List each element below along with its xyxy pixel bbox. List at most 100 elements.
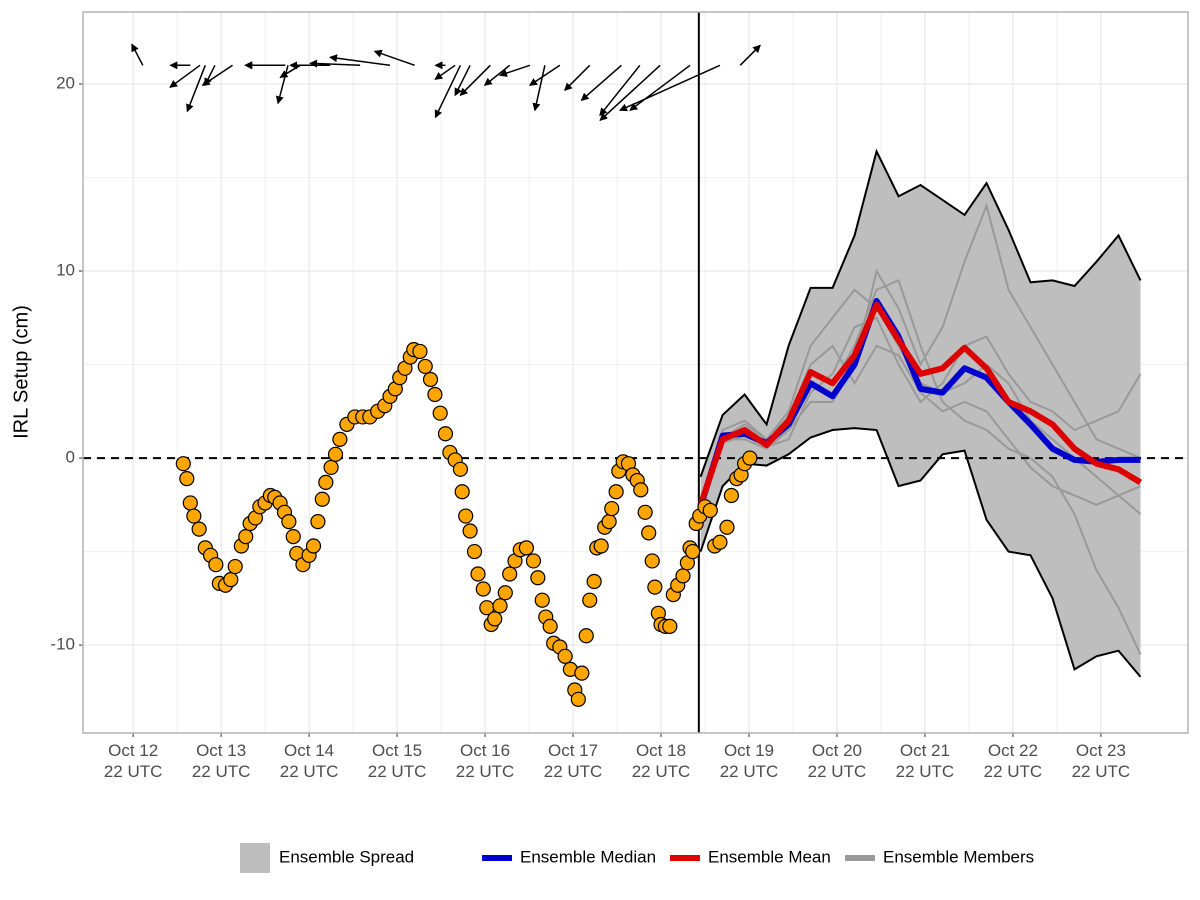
observation (641, 525, 657, 541)
observation (719, 519, 735, 535)
observation (175, 456, 191, 472)
wind-vector (434, 64, 456, 80)
wind-vector (599, 64, 641, 117)
observation (542, 618, 558, 634)
wind-vector (599, 64, 661, 121)
observation (518, 540, 535, 556)
x-tick-label: Oct 20 22 UTC (807, 741, 867, 781)
x-tick-label: Oct 18 22 UTC (631, 741, 691, 781)
observation (238, 529, 254, 545)
observation (310, 514, 326, 530)
x-tick-label: Oct 23 22 UTC (1071, 741, 1131, 781)
observation (179, 471, 195, 487)
observation (675, 568, 691, 584)
observation (285, 529, 301, 545)
observation (470, 566, 486, 582)
observation (191, 521, 207, 537)
observation (422, 371, 439, 388)
wind-vector (459, 64, 491, 97)
observation (723, 487, 739, 504)
observation (487, 611, 503, 627)
wind-vector (329, 54, 391, 67)
observation (586, 573, 602, 590)
ensemble-member (699, 316, 1142, 509)
observation (593, 538, 609, 554)
observation (223, 572, 239, 588)
wind-vector (186, 65, 206, 113)
observation (637, 504, 653, 520)
observation (462, 523, 478, 539)
observation (208, 557, 224, 573)
observation (742, 450, 758, 466)
x-tick-label: Oct 17 22 UTC (543, 741, 603, 781)
wind-vector (619, 64, 721, 112)
observation (608, 484, 624, 500)
x-tick-label: Oct 22 22 UTC (983, 741, 1043, 781)
observation (417, 358, 433, 375)
observation (601, 514, 617, 530)
wind-vector (169, 64, 201, 88)
observation (525, 553, 542, 569)
observation (314, 491, 330, 507)
observation (530, 570, 546, 586)
observation (227, 558, 243, 575)
wind-vector (739, 44, 761, 66)
x-tick-label: Oct 12 22 UTC (103, 741, 163, 781)
observation (437, 426, 454, 442)
y-tick-label: 10 (56, 261, 75, 280)
legend-swatch (240, 843, 270, 873)
observation (685, 543, 701, 560)
observation (412, 343, 428, 360)
y-tick-label: 0 (66, 448, 75, 467)
observation (570, 691, 586, 707)
observation (647, 579, 663, 595)
wind-vector (454, 64, 471, 97)
x-tick-label: Oct 21 22 UTC (895, 741, 955, 781)
observation (578, 628, 594, 644)
observation (305, 538, 322, 554)
ensemble-member (699, 202, 1141, 508)
observation (712, 534, 728, 550)
x-tick-label: Oct 13 22 UTC (191, 741, 251, 781)
observation (452, 461, 469, 477)
observation (633, 482, 649, 498)
wind-vector (564, 64, 591, 92)
observation (458, 508, 474, 524)
observation (497, 585, 513, 601)
observation (454, 484, 470, 500)
observation (502, 566, 518, 582)
legend-label: Ensemble Mean (708, 847, 831, 866)
series-line (697, 301, 1143, 506)
wind-vector (373, 49, 415, 67)
wind-vector (529, 64, 561, 86)
observation (557, 648, 573, 664)
observation (186, 508, 202, 524)
observation (427, 386, 443, 403)
wind-vector (629, 64, 691, 111)
observation (182, 495, 198, 511)
legend-label: Ensemble Spread (279, 847, 414, 866)
wind-vector (483, 64, 511, 86)
y-tick-label: 20 (56, 73, 75, 92)
observation (327, 446, 344, 462)
x-tick-label: Oct 16 22 UTC (455, 741, 515, 781)
legend-label: Ensemble Members (883, 847, 1034, 866)
observation (281, 514, 297, 530)
x-tick-label: Oct 19 22 UTC (719, 741, 779, 781)
y-tick-label: -10 (50, 635, 75, 654)
ensemble-spread (700, 151, 1141, 677)
wind-vector (580, 64, 622, 101)
observation (332, 431, 348, 447)
wind-vector (434, 64, 462, 119)
wind-vector (498, 64, 531, 77)
observation (604, 500, 620, 517)
observation (432, 405, 448, 421)
observation (323, 459, 339, 476)
observation (582, 592, 598, 608)
wind-vector (532, 65, 546, 112)
observation (574, 665, 590, 681)
observation (318, 474, 334, 490)
legend-label: Ensemble Median (520, 847, 656, 866)
